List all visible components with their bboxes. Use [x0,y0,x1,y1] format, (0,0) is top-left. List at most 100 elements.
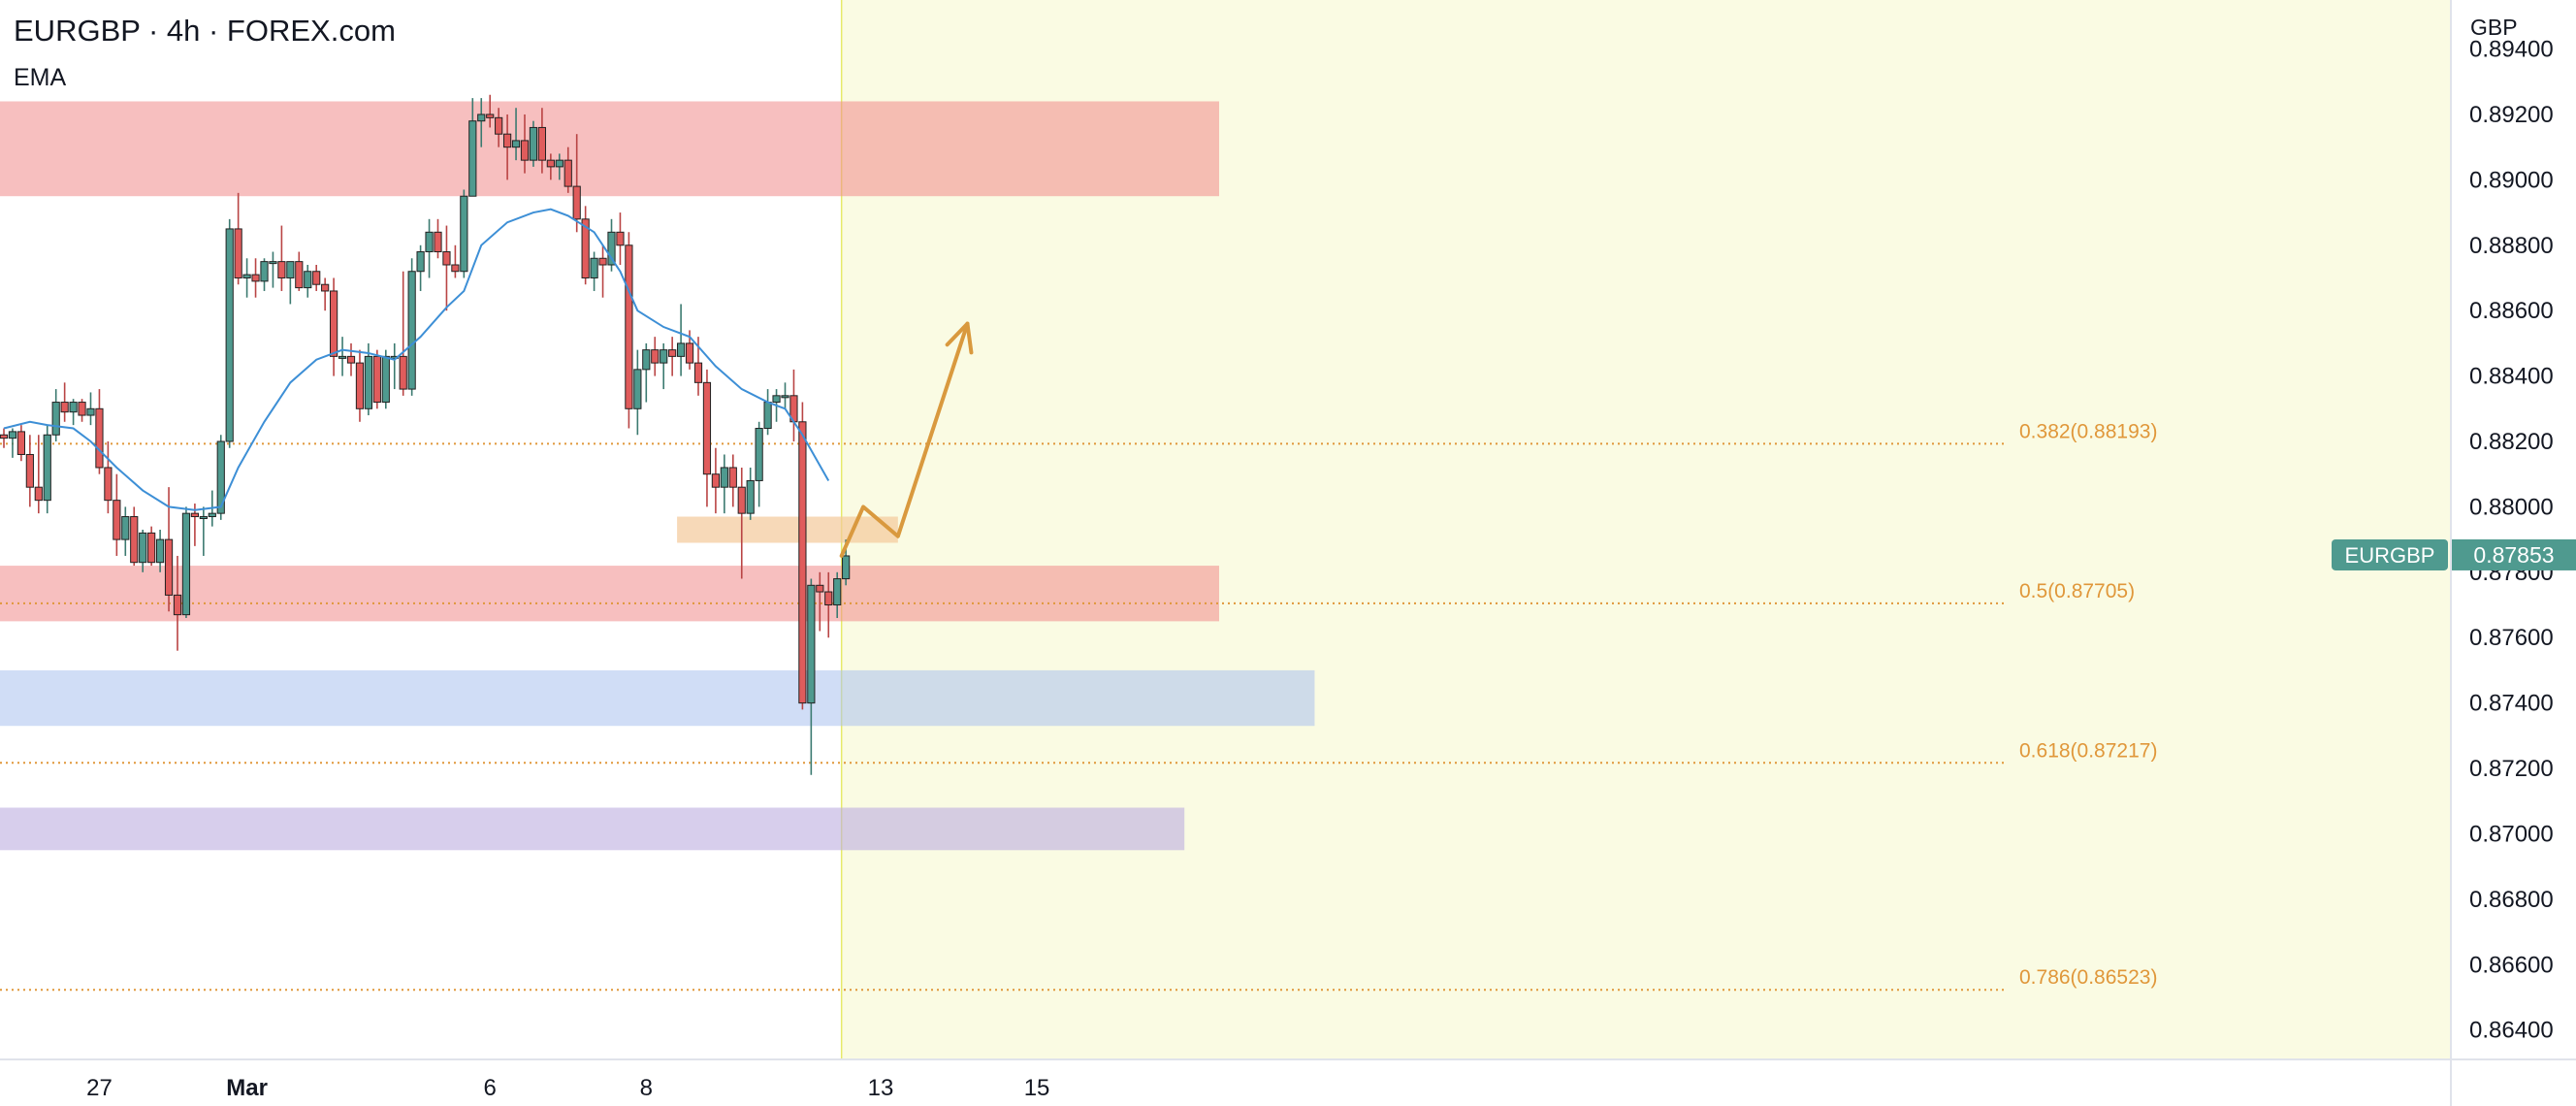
zone-3[interactable] [0,807,1185,851]
candle[interactable] [304,265,312,298]
candle[interactable] [8,428,17,458]
candle[interactable] [607,218,616,272]
candle[interactable] [503,114,512,180]
candle[interactable] [95,389,104,474]
candle[interactable] [86,392,95,426]
candle[interactable] [286,261,295,305]
indicator-label-ema[interactable]: EMA [14,64,67,91]
candle[interactable] [25,435,34,507]
candle[interactable] [0,428,9,448]
candle[interactable] [260,258,269,291]
candle[interactable] [225,218,234,448]
candle[interactable] [451,244,460,278]
candle[interactable] [330,277,338,376]
candle[interactable] [121,506,130,556]
candle[interactable] [390,342,399,390]
candle[interactable] [468,98,477,197]
candle[interactable] [798,402,807,710]
candle[interactable] [16,425,25,462]
candle[interactable] [104,441,113,514]
forecast-arrow[interactable] [839,321,970,558]
candle[interactable] [702,369,712,507]
candle[interactable] [321,277,330,311]
candle[interactable] [833,571,842,618]
candle[interactable] [51,389,60,441]
candle[interactable] [495,108,503,147]
candle[interactable] [425,218,434,278]
candle[interactable] [720,454,728,514]
candle[interactable] [364,342,372,416]
candle[interactable] [486,94,495,128]
candle[interactable] [442,225,451,311]
candle[interactable] [546,153,555,180]
candle[interactable] [399,271,407,396]
candle[interactable] [60,382,69,422]
candle[interactable] [477,98,486,147]
candle[interactable] [824,571,833,638]
candle[interactable] [242,258,251,298]
candle[interactable] [529,120,538,167]
candle[interactable] [139,530,147,572]
candle[interactable] [581,206,590,285]
candle[interactable] [816,571,824,632]
candle[interactable] [572,134,581,233]
candle[interactable] [372,349,381,409]
candle[interactable] [416,244,425,291]
candle[interactable] [251,258,260,298]
candle[interactable] [381,349,390,409]
candle[interactable] [633,349,642,436]
candle[interactable] [660,342,668,390]
candle[interactable] [312,265,321,291]
zone-4[interactable] [677,516,898,543]
candle[interactable] [677,304,686,376]
candle[interactable] [147,526,156,567]
candle[interactable] [625,232,633,429]
candle[interactable] [781,382,789,409]
candle[interactable] [555,153,564,180]
candle[interactable] [181,506,191,618]
candle[interactable] [277,225,286,291]
candle[interactable] [338,337,347,376]
candle[interactable] [737,467,746,579]
candle[interactable] [34,435,43,514]
candle[interactable] [590,251,598,291]
candle[interactable] [173,555,182,651]
symbol-badge[interactable] [2332,538,2448,570]
candle[interactable] [78,399,86,422]
candle[interactable] [755,421,763,507]
candle[interactable] [295,251,304,291]
candle[interactable] [199,506,208,556]
candle[interactable] [69,399,78,426]
candle[interactable] [269,251,277,288]
candle[interactable] [434,218,442,259]
candle[interactable] [763,389,772,436]
candle[interactable] [511,108,521,161]
candle[interactable] [598,244,607,298]
zone-0[interactable] [0,101,1219,197]
candle[interactable] [130,506,139,567]
candle[interactable] [407,258,416,396]
candle[interactable] [156,530,165,572]
candle[interactable] [537,108,546,174]
candle[interactable] [164,487,174,612]
candle[interactable] [564,146,572,193]
candle[interactable] [616,212,625,265]
candle[interactable] [520,114,530,174]
candle[interactable] [460,189,468,278]
candle[interactable] [807,578,816,775]
candle[interactable] [668,337,677,376]
zone-2[interactable] [0,669,1315,727]
candle[interactable] [642,342,651,403]
candle[interactable] [113,473,121,556]
candle[interactable] [789,369,798,441]
candle[interactable] [234,192,242,285]
candle[interactable] [43,425,51,514]
candle[interactable] [728,454,737,507]
candle[interactable] [746,467,755,520]
zone-1[interactable] [0,566,1219,622]
candle[interactable] [711,447,720,514]
ema-line[interactable] [3,208,830,511]
candle[interactable] [355,349,365,422]
candle[interactable] [651,337,660,376]
